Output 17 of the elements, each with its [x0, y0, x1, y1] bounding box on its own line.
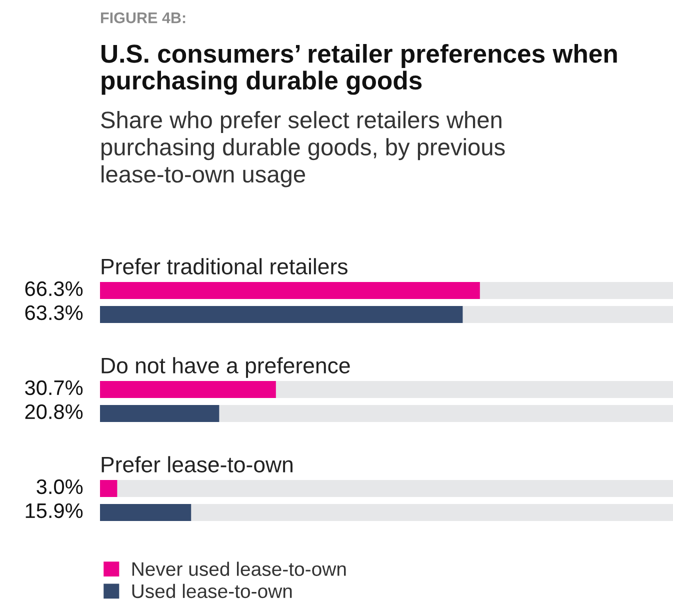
y-tick-label: Do not have a preference — [102, 357, 350, 378]
y-tick-label: Prefer lease-to-own — [102, 456, 292, 472]
legend-label: Never used lease-to-own — [132, 562, 346, 576]
bar — [100, 405, 220, 422]
y-tick-label: Prefer traditional retailers — [102, 258, 348, 274]
data-label: 30.7% — [25, 380, 83, 396]
bar — [100, 480, 118, 497]
data-label: 3.0% — [36, 479, 83, 494]
data-label: 66.3% — [25, 281, 83, 296]
data-label: 20.8% — [25, 404, 83, 420]
bar — [100, 504, 192, 521]
chart-subtitle: Share who prefer select retailers when purchasing durable goods, by previous lease-to-own usage — [101, 111, 505, 188]
data-label: 63.3% — [25, 305, 83, 320]
caption: FIGURE 4B: — [101, 12, 186, 24]
legend-label: Used lease-to-own — [132, 584, 292, 598]
chart-title: U.S. consumers’ retailer preferences when purchasing durable goods — [102, 44, 617, 95]
data-label: 15.9% — [26, 503, 83, 518]
